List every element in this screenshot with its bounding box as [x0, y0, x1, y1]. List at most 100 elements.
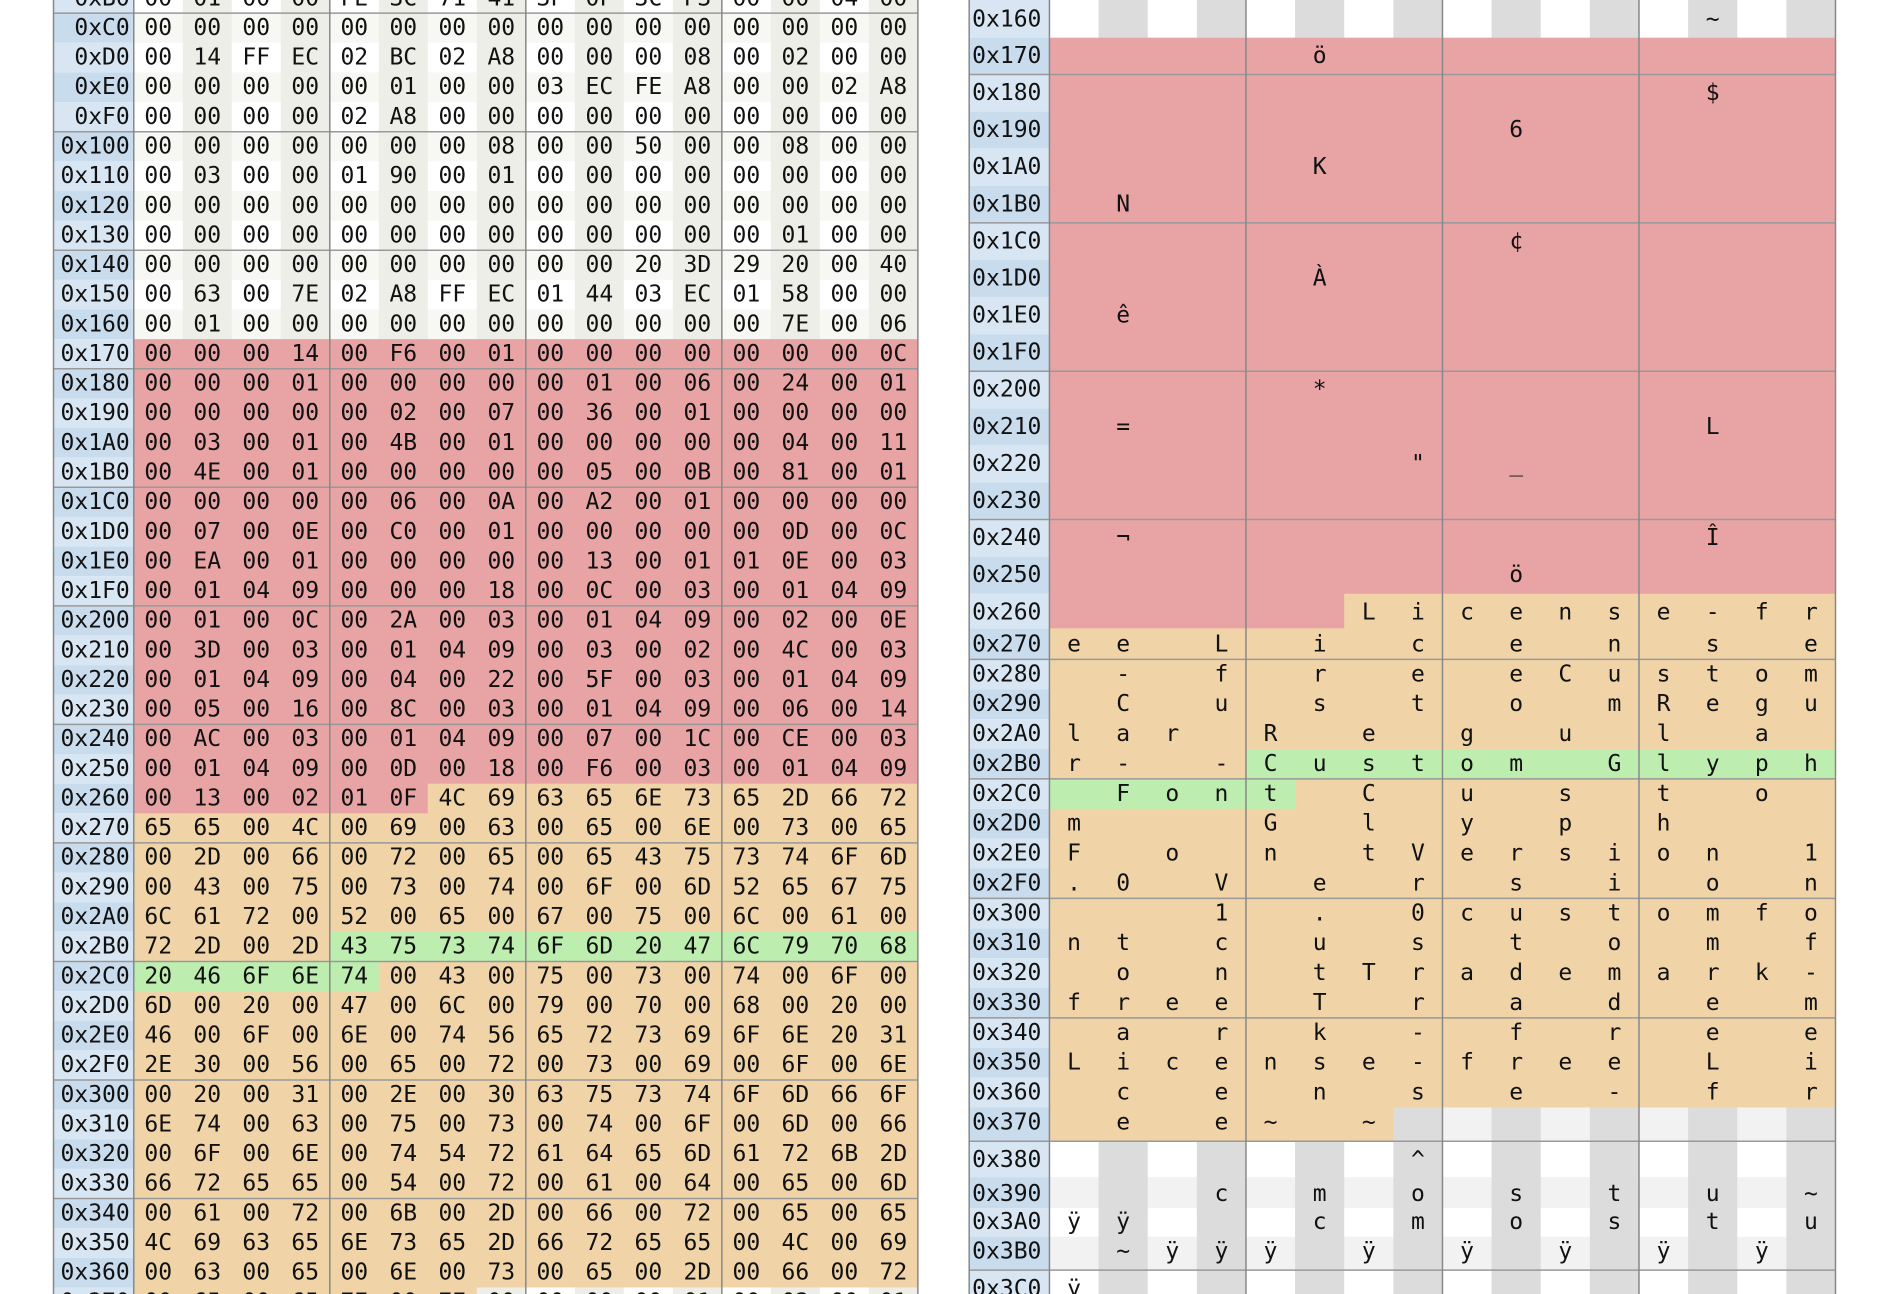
char-cell	[1344, 898, 1394, 929]
byte-value: 03	[193, 430, 221, 456]
char-cell	[1442, 659, 1493, 690]
byte-value: 00	[193, 134, 221, 160]
byte-value: 00	[634, 1111, 662, 1137]
char-cell	[1393, 719, 1443, 750]
byte-value: 06	[880, 311, 908, 337]
byte-value: 00	[880, 489, 908, 515]
char-cell	[1344, 1177, 1394, 1209]
byte-cell	[819, 902, 870, 933]
byte-value: 00	[634, 667, 662, 693]
byte-value: 00	[242, 311, 270, 337]
byte-cell	[770, 576, 821, 607]
char-cell	[1295, 1236, 1345, 1271]
char-value: C	[1116, 691, 1130, 717]
byte-value: 00	[536, 193, 564, 219]
byte-value: EC	[683, 282, 711, 308]
address-label: 0x310	[61, 1111, 130, 1137]
address-cell	[53, 754, 134, 784]
byte-cell	[378, 605, 429, 636]
byte-value: 00	[732, 1200, 760, 1226]
byte-value: 00	[634, 311, 662, 337]
byte-value: 06	[683, 371, 711, 397]
char-value: e	[1116, 1109, 1130, 1135]
byte-value: 00	[242, 815, 270, 841]
byte-cell	[231, 991, 282, 1022]
byte-value: 00	[487, 74, 515, 100]
byte-cell	[819, 665, 870, 696]
char-value: u	[1460, 781, 1474, 807]
byte-cell	[378, 398, 429, 429]
byte-value: FE	[340, 0, 368, 11]
byte-value: 00	[732, 608, 760, 634]
char-value: ê	[1116, 303, 1130, 329]
byte-value: 00	[536, 756, 564, 782]
byte-value: 00	[242, 400, 270, 426]
char-cell	[1491, 519, 1542, 558]
byte-value: 00	[634, 519, 662, 545]
char-cell	[1737, 185, 1787, 224]
byte-value: 00	[585, 222, 613, 248]
byte-value: 56	[487, 1023, 515, 1049]
char-cell	[1098, 1270, 1149, 1294]
byte-cell	[329, 1050, 380, 1081]
byte-cell	[574, 576, 625, 607]
byte-value: 04	[831, 756, 859, 782]
char-cell	[1196, 556, 1247, 595]
byte-cell	[525, 131, 576, 162]
char-value: e	[1214, 1109, 1228, 1135]
byte-cell	[280, 339, 331, 370]
byte-cell	[868, 1050, 919, 1081]
byte-value: 00	[438, 459, 466, 485]
char-value: t	[1607, 900, 1621, 926]
char-value: a	[1755, 721, 1769, 747]
byte-cell	[329, 576, 380, 607]
byte-value: 6E	[144, 1111, 172, 1137]
byte-cell	[525, 0, 576, 14]
char-cell	[1049, 371, 1100, 409]
char-cell	[1344, 445, 1394, 483]
byte-value: 00	[536, 400, 564, 426]
char-value: f	[1706, 1079, 1720, 1105]
byte-value: C0	[389, 519, 417, 545]
byte-value: 00	[389, 311, 417, 337]
byte-cell	[280, 813, 331, 844]
char-cell	[1344, 1141, 1394, 1178]
byte-cell	[868, 398, 919, 429]
byte-cell	[770, 1020, 821, 1051]
byte-value: 00	[193, 993, 221, 1019]
char-cell	[1737, 297, 1787, 335]
byte-value: 14	[880, 697, 908, 723]
byte-cell	[770, 42, 821, 73]
char-cell	[1245, 987, 1296, 1019]
byte-value: 74	[487, 934, 515, 960]
byte-value: 14	[193, 45, 221, 71]
char-cell	[1049, 1141, 1100, 1178]
byte-value: 00	[438, 341, 466, 367]
byte-cell	[133, 1080, 184, 1111]
byte-cell	[819, 487, 870, 518]
char-cell	[1638, 556, 1689, 595]
byte-cell	[672, 487, 723, 518]
char-cell	[1295, 0, 1345, 39]
byte-cell	[819, 368, 870, 399]
byte-value: 6B	[389, 1200, 417, 1226]
char-value: u	[1214, 691, 1228, 717]
byte-cell	[721, 694, 772, 725]
byte-value: 6F	[242, 1023, 270, 1049]
byte-value: 00	[536, 15, 564, 41]
byte-value: 72	[782, 1141, 810, 1167]
byte-cell	[280, 457, 331, 488]
char-value: h	[1657, 811, 1671, 837]
address-label: 0x230	[61, 697, 130, 723]
byte-value: 00	[732, 311, 760, 337]
byte-value: 00	[389, 15, 417, 41]
byte-value: 03	[683, 578, 711, 604]
address-label: 0x220	[972, 451, 1041, 477]
char-cell	[1245, 0, 1296, 39]
char-value: o	[1411, 1181, 1425, 1207]
byte-value: 63	[193, 282, 221, 308]
byte-value: CE	[782, 726, 810, 752]
byte-cell	[721, 516, 772, 548]
byte-value: 0E	[880, 608, 908, 634]
byte-cell	[672, 428, 723, 459]
